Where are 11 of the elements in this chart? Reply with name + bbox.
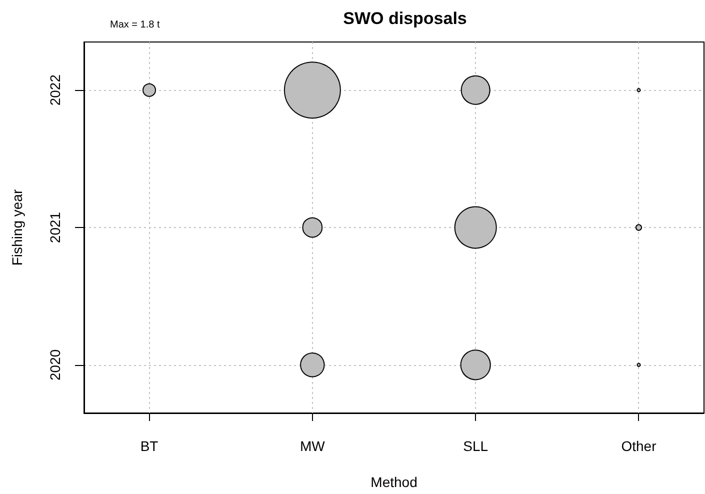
x-tick-label: Other [621,438,657,454]
x-tick-label: BT [140,438,159,454]
x-tick-label: SLL [463,438,488,454]
x-axis-title: Method [370,474,418,490]
y-axis-title: Fishing year [9,189,25,266]
x-tick-label: MW [300,438,326,454]
y-tick-label: 2021 [47,212,63,244]
text: Max = 1.8 t [110,20,160,30]
y-tick-label: 2020 [47,349,63,380]
chart-title: SWO disposals [343,9,467,28]
y-tick-label: 2022 [47,74,63,106]
